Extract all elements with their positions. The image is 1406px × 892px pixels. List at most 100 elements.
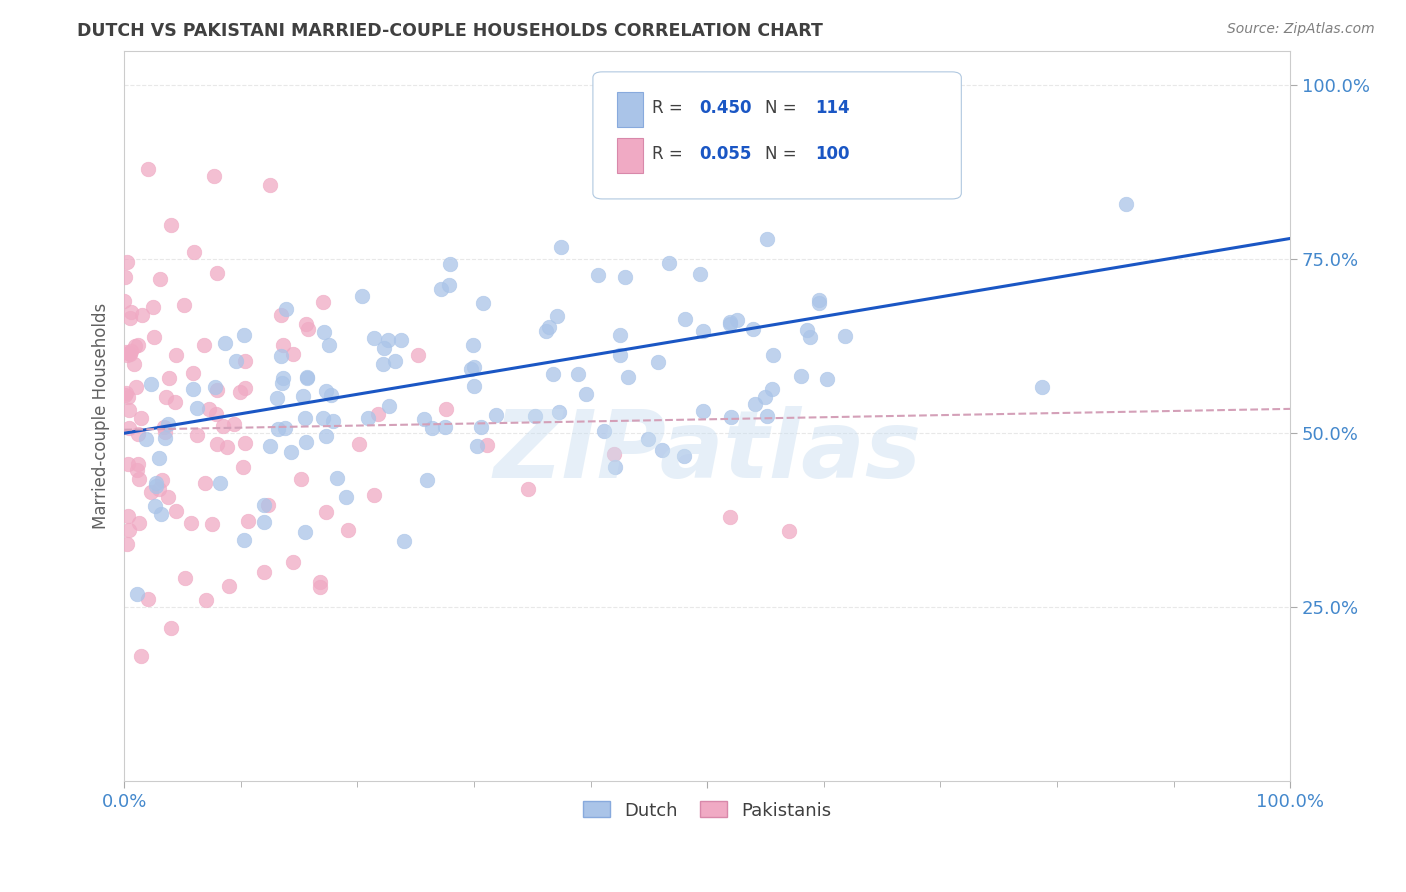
Point (115, 255, 138, 269)
Y-axis label: Married-couple Households: Married-couple Households (93, 302, 110, 529)
Point (118, 421, 141, 435)
Point (614, 270, 637, 285)
Point (120, 347, 142, 361)
Point (609, 327, 631, 342)
Point (124, 338, 146, 352)
Text: ZIPatlas: ZIPatlas (494, 407, 921, 499)
Point (408, 349, 430, 363)
Point (270, 308, 292, 322)
Point (326, 471, 349, 485)
Point (266, 391, 288, 405)
Point (808, 295, 831, 310)
Point (413, 412, 436, 426)
Point (420, 421, 443, 435)
Point (117, 509, 139, 524)
Point (470, 420, 492, 434)
Point (754, 390, 776, 404)
Point (165, 395, 187, 409)
Point (756, 232, 779, 246)
Point (114, 388, 136, 402)
Point (157, 371, 180, 385)
Point (541, 368, 564, 382)
Point (718, 316, 741, 330)
Point (461, 337, 484, 351)
Point (115, 344, 138, 359)
Point (347, 437, 370, 451)
Point (125, 380, 148, 394)
Point (575, 386, 598, 401)
Point (309, 575, 332, 590)
Point (280, 445, 302, 459)
Point (207, 383, 229, 397)
Point (252, 515, 274, 529)
Point (155, 390, 177, 404)
Point (475, 438, 498, 452)
Point (315, 428, 337, 442)
Point (122, 357, 145, 371)
Point (186, 401, 208, 416)
Point (536, 324, 558, 338)
Point (725, 313, 748, 327)
Point (271, 376, 294, 390)
Point (131, 308, 153, 322)
Point (273, 370, 295, 384)
Point (194, 475, 217, 490)
Point (229, 385, 252, 400)
Point (198, 401, 221, 416)
Point (117, 390, 139, 404)
Point (761, 382, 783, 396)
Text: 114: 114 (815, 99, 851, 117)
Point (292, 389, 315, 403)
Point (312, 294, 335, 309)
Point (311, 410, 333, 425)
Text: 0.450: 0.450 (699, 99, 751, 117)
Point (114, 270, 136, 285)
Point (118, 523, 141, 537)
Point (319, 388, 342, 402)
Point (616, 370, 638, 384)
Point (139, 485, 162, 500)
Point (463, 379, 485, 393)
Point (720, 509, 742, 524)
Point (127, 463, 149, 477)
Point (235, 354, 257, 368)
Point (180, 516, 202, 531)
Point (274, 301, 297, 316)
Point (232, 460, 254, 475)
Point (392, 534, 415, 549)
Point (281, 347, 304, 361)
Point (218, 579, 240, 593)
Point (205, 437, 228, 451)
Text: DUTCH VS PAKISTANI MARRIED-COUPLE HOUSEHOLDS CORRELATION CHART: DUTCH VS PAKISTANI MARRIED-COUPLE HOUSEH… (77, 22, 823, 40)
FancyBboxPatch shape (617, 138, 643, 173)
Point (586, 268, 609, 282)
Point (548, 405, 571, 419)
Point (295, 317, 318, 331)
Point (157, 490, 180, 504)
Point (815, 371, 838, 385)
Point (537, 320, 560, 334)
Point (215, 440, 238, 454)
Text: N =: N = (765, 145, 803, 163)
Point (308, 580, 330, 594)
Point (741, 322, 763, 336)
Point (367, 408, 389, 422)
Point (647, 354, 669, 368)
Text: R =: R = (652, 145, 689, 163)
Point (546, 309, 568, 323)
Point (363, 331, 385, 345)
Point (128, 516, 150, 530)
Point (157, 417, 180, 432)
Point (718, 318, 741, 332)
Point (148, 483, 170, 497)
Point (214, 335, 236, 350)
Point (253, 566, 276, 580)
Point (148, 450, 170, 465)
Point (673, 311, 696, 326)
Point (136, 161, 159, 176)
Point (125, 587, 148, 601)
Point (778, 524, 800, 538)
Point (467, 439, 489, 453)
Point (834, 329, 856, 343)
Point (135, 432, 157, 446)
